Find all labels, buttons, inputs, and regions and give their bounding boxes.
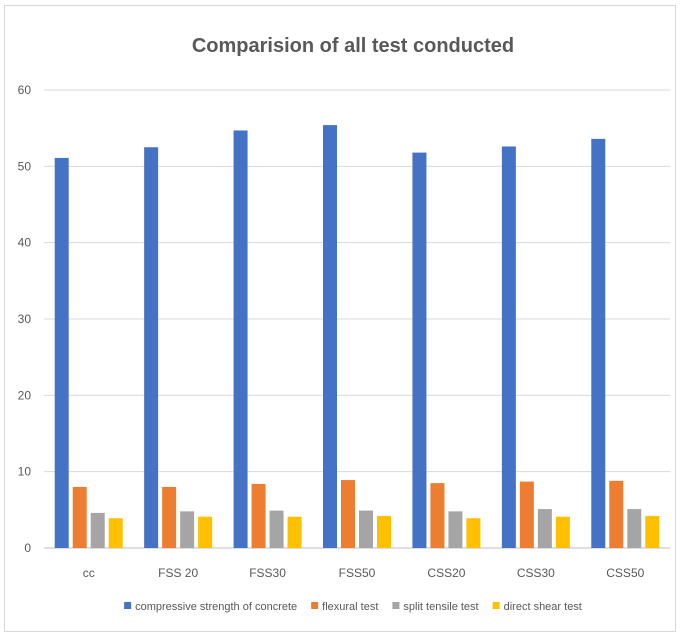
gridlines [44,89,670,549]
bar [359,510,373,548]
legend-swatch [392,602,400,609]
bar [180,511,195,548]
bar [430,483,445,548]
bar [233,130,248,548]
y-axis: 0 10 20 30 40 50 60 [18,83,32,555]
bar [501,146,516,548]
x-tick-label: CSS20 [427,566,465,580]
bar [251,483,266,548]
bar [609,480,624,548]
bar [645,515,660,548]
bar [287,516,302,548]
y-tick-label: 50 [18,159,32,173]
x-axis: cc FSS 20 FSS30 FSS50 CSS20 CSS30 CSS50 [83,566,645,580]
y-tick-label: 30 [18,312,32,326]
legend-label: flexural test [322,601,378,613]
bar [519,481,534,548]
bar [627,509,642,548]
bar [54,157,69,549]
bar [323,125,337,548]
legend-swatch [311,602,319,609]
chart-title: Comparision of all test conducted [192,35,514,57]
legend-swatch [124,602,132,609]
bar-chart: Comparision of all test conducted 0 10 20 3… [18,35,670,613]
y-tick-label: 40 [18,236,32,250]
bar [162,486,177,548]
bar [198,516,213,548]
bars [54,125,660,549]
y-tick-label: 0 [24,541,31,555]
legend-label: compressive strength of concrete [135,601,297,613]
bar [377,515,391,548]
bar [90,512,105,548]
y-tick-label: 60 [18,83,32,97]
y-tick-label: 20 [18,388,32,402]
bar [555,516,570,548]
x-tick-label: FSS 20 [158,566,198,580]
bar [537,509,552,548]
chart-area: Comparision of all test conducted 0 10 20 3… [4,5,676,632]
bar [466,518,481,548]
x-tick-label: CSS50 [606,566,644,580]
x-tick-label: cc [83,566,95,580]
y-tick-label: 10 [18,465,32,479]
bar [448,511,463,548]
bar [108,518,123,548]
bar [341,480,355,548]
bar [269,510,284,548]
legend: compressive strength of concrete flexural… [124,601,582,613]
legend-swatch [492,602,500,609]
bar [412,152,427,549]
legend-label: split tensile test [403,601,478,613]
x-tick-label: FSS50 [339,566,376,580]
bar [72,486,87,548]
legend-label: direct shear test [504,601,582,613]
bar [591,138,606,548]
bar [144,147,159,548]
x-tick-label: CSS30 [517,566,555,580]
x-tick-label: FSS30 [249,566,286,580]
